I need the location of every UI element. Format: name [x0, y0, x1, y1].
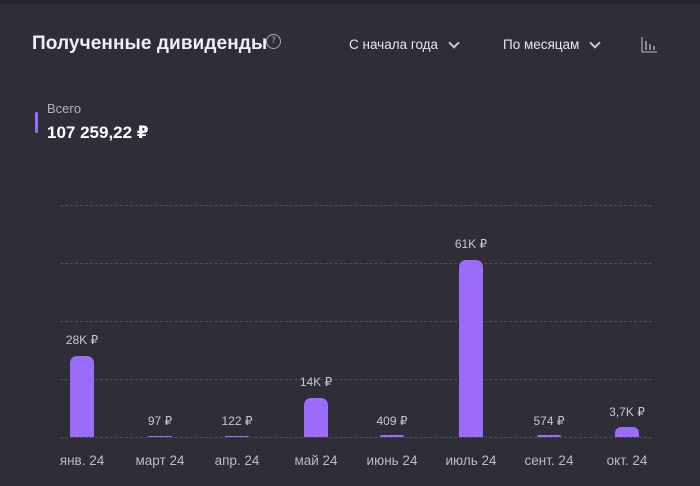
bar-value-label: 3,7K ₽ [609, 405, 645, 419]
bar-value-label: 574 ₽ [533, 414, 565, 428]
gridline [60, 321, 652, 322]
bar-apr[interactable] [225, 436, 249, 437]
gridline [60, 379, 652, 380]
bar-chart-icon[interactable] [640, 36, 658, 54]
bar-value-label: 409 ₽ [376, 414, 408, 428]
top-strip [0, 0, 700, 4]
bar-value-label: 97 ₽ [147, 414, 173, 428]
grouping-dropdown-label: По месяцам [503, 37, 580, 52]
x-axis-label: июль 24 [445, 453, 497, 468]
x-axis-label: июнь 24 [366, 453, 418, 468]
gridline-baseline [60, 437, 652, 438]
help-icon[interactable]: ? [266, 34, 281, 49]
bar-mar[interactable] [148, 436, 172, 437]
bar-jul[interactable] [459, 260, 483, 437]
page-title: Полученные дивиденды [32, 33, 268, 54]
chevron-down-icon [589, 36, 602, 49]
bar-may[interactable] [304, 398, 328, 437]
bar-jun[interactable] [380, 435, 404, 437]
grouping-dropdown[interactable]: По месяцам [503, 36, 602, 52]
x-axis-label: май 24 [294, 453, 338, 468]
bar-sep[interactable] [537, 435, 561, 437]
bar-value-label: 28K ₽ [65, 333, 99, 347]
bar-value-label: 61K ₽ [454, 237, 488, 251]
x-axis-label: янв. 24 [59, 453, 105, 468]
legend-label: Всего [47, 101, 82, 116]
x-axis-label: март 24 [135, 453, 185, 468]
bar-value-label: 122 ₽ [221, 414, 253, 428]
gridline [60, 205, 652, 206]
x-axis-label: сент. 24 [524, 453, 574, 468]
period-dropdown-label: С начала года [349, 37, 439, 52]
total-value: 107 259,22 ₽ [47, 123, 149, 142]
bar-oct[interactable] [615, 427, 639, 437]
period-dropdown[interactable]: С начала года [349, 36, 460, 52]
x-axis-label: окт. 24 [606, 453, 648, 468]
x-axis-label: апр. 24 [214, 453, 260, 468]
bar-jan[interactable] [70, 356, 94, 437]
gridline [60, 263, 652, 264]
chevron-down-icon [448, 36, 460, 49]
legend-color-marker [35, 112, 38, 133]
bar-value-label: 14K ₽ [299, 375, 333, 389]
